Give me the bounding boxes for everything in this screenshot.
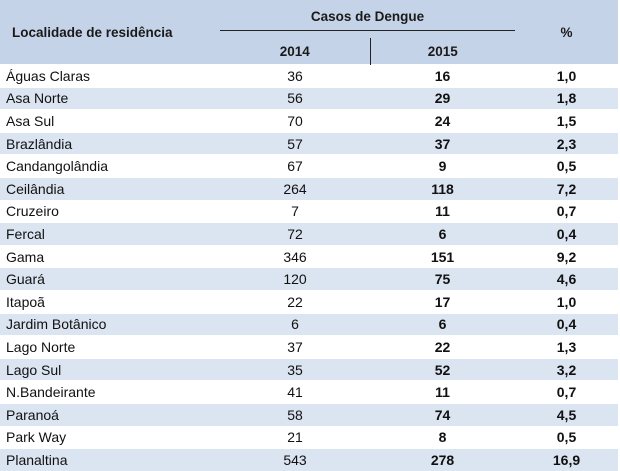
header-year-2014: 2014 — [220, 38, 371, 65]
header-row-years: 2014 2015 — [0, 38, 618, 65]
cases-2014-cell: 36 — [220, 64, 370, 88]
locality-cell: Águas Claras — [0, 64, 220, 88]
table-row: Asa Sul 70 24 1,5 — [0, 109, 618, 133]
cases-2015-cell: 9 — [370, 154, 515, 178]
locality-cell: Guará — [0, 267, 220, 291]
locality-cell: Gama — [0, 244, 220, 268]
table-body: Águas Claras 36 16 1,0 Asa Norte 56 29 1,8 Asa S… — [0, 64, 618, 471]
table-row: Ceilândia 264 118 7,2 — [0, 176, 618, 201]
cases-2014-cell: 37 — [220, 335, 370, 359]
cases-2015-cell: 151 — [370, 244, 515, 268]
table-row: Paranoá 58 74 4,5 — [0, 402, 618, 426]
table-row: Fercal 72 6 0,4 — [0, 222, 618, 246]
percent-cell: 0,7 — [515, 199, 618, 223]
table-row: Guará 120 75 4,6 — [0, 267, 618, 291]
header-percent: % — [515, 0, 618, 65]
cases-2015-cell: 118 — [370, 176, 515, 201]
cases-2014-cell: 22 — [220, 289, 370, 314]
percent-cell: 1,0 — [515, 289, 618, 314]
cases-2014-cell: 41 — [220, 380, 370, 404]
cases-2015-cell: 52 — [370, 357, 515, 381]
locality-cell: Fercal — [0, 222, 220, 246]
cases-2015-cell: 16 — [370, 64, 515, 88]
header-year-2015: 2015 — [370, 38, 515, 65]
header-casos-label: Casos de Dengue — [310, 8, 425, 24]
cases-2014-cell: 70 — [220, 109, 370, 133]
percent-cell: 0,4 — [515, 222, 618, 246]
locality-cell: Jardim Botânico — [0, 312, 220, 336]
table-row: Águas Claras 36 16 1,0 — [0, 64, 618, 88]
cases-2014-cell: 120 — [220, 267, 370, 291]
locality-cell: Ceilândia — [0, 176, 220, 201]
cases-2014-cell: 7 — [220, 199, 370, 223]
locality-cell: Park Way — [0, 425, 220, 449]
percent-cell: 0,4 — [515, 312, 618, 336]
percent-cell: 4,6 — [515, 267, 618, 291]
percent-cell: 7,2 — [515, 176, 618, 201]
percent-cell: 0,5 — [515, 425, 618, 449]
cases-2014-cell: 58 — [220, 402, 370, 426]
percent-cell: 1,3 — [515, 335, 618, 359]
locality-cell: Candangolândia — [0, 154, 220, 178]
cases-2014-cell: 21 — [220, 425, 370, 449]
percent-cell: 0,7 — [515, 380, 618, 404]
table-row: Asa Norte 56 29 1,8 — [0, 86, 618, 110]
cases-2014-cell: 264 — [220, 176, 370, 201]
percent-cell: 1,0 — [515, 64, 618, 88]
locality-cell: Asa Norte — [0, 86, 220, 110]
cases-2014-cell: 57 — [220, 131, 370, 155]
cases-2015-cell: 17 — [370, 289, 515, 314]
cases-2015-cell: 74 — [370, 402, 515, 426]
cases-2015-cell: 22 — [370, 335, 515, 359]
cases-2014-cell: 67 — [220, 154, 370, 178]
cases-2014-cell: 346 — [220, 244, 370, 268]
percent-cell: 1,8 — [515, 86, 618, 110]
cases-2015-cell: 29 — [370, 86, 515, 110]
locality-cell: Paranoá — [0, 402, 220, 426]
cases-2014-cell: 6 — [220, 312, 370, 336]
cases-2014-cell: 35 — [220, 357, 370, 381]
cases-2015-cell: 6 — [370, 222, 515, 246]
table-row: Jardim Botânico 6 6 0,4 — [0, 312, 618, 336]
percent-cell: 1,5 — [515, 109, 618, 133]
table-row: Brazlândia 57 37 2,3 — [0, 131, 618, 155]
cases-2014-cell: 56 — [220, 86, 370, 110]
cases-2015-cell: 11 — [370, 199, 515, 223]
cases-2014-cell: 72 — [220, 222, 370, 246]
cases-2015-cell: 6 — [370, 312, 515, 336]
locality-cell: Lago Sul — [0, 357, 220, 381]
percent-cell: 3,2 — [515, 357, 618, 381]
percent-cell: 0,5 — [515, 154, 618, 178]
locality-cell: N.Bandeirante — [0, 380, 220, 404]
cases-2015-cell: 75 — [370, 267, 515, 291]
header-divider-line — [220, 30, 515, 31]
table-row: Park Way 21 8 0,5 — [0, 425, 618, 449]
percent-cell: 4,5 — [515, 402, 618, 426]
cases-2015-cell: 11 — [370, 380, 515, 404]
locality-cell: Brazlândia — [0, 131, 220, 155]
locality-cell: Lago Norte — [0, 335, 220, 359]
table-row: N.Bandeirante 41 11 0,7 — [0, 380, 618, 404]
table-row: Itapoã 22 17 1,0 — [0, 289, 618, 314]
table-row: Lago Norte 37 22 1,3 — [0, 335, 618, 359]
cases-2015-cell: 24 — [370, 109, 515, 133]
table-header: Localidade de residência Casos de Dengue… — [0, 0, 618, 65]
table-row: Candangolândia 67 9 0,5 — [0, 154, 618, 178]
locality-cell: Itapoã — [0, 289, 220, 314]
percent-cell: 9,2 — [515, 244, 618, 268]
table-row: Lago Sul 35 52 3,2 — [0, 357, 618, 381]
cases-2015-cell: 8 — [370, 425, 515, 449]
header-row-top: Localidade de residência Casos de Dengue… — [0, 0, 618, 65]
cases-2015-cell: 37 — [370, 131, 515, 155]
percent-cell: 2,3 — [515, 131, 618, 155]
header-locality: Localidade de residência — [0, 0, 220, 65]
table-row: Gama 346 151 9,2 — [0, 244, 618, 268]
header-casos-dengue: Casos de Dengue — [220, 0, 515, 38]
locality-cell: Asa Sul — [0, 109, 220, 133]
table-row: Cruzeiro 7 11 0,7 — [0, 199, 618, 223]
locality-cell: Cruzeiro — [0, 199, 220, 223]
